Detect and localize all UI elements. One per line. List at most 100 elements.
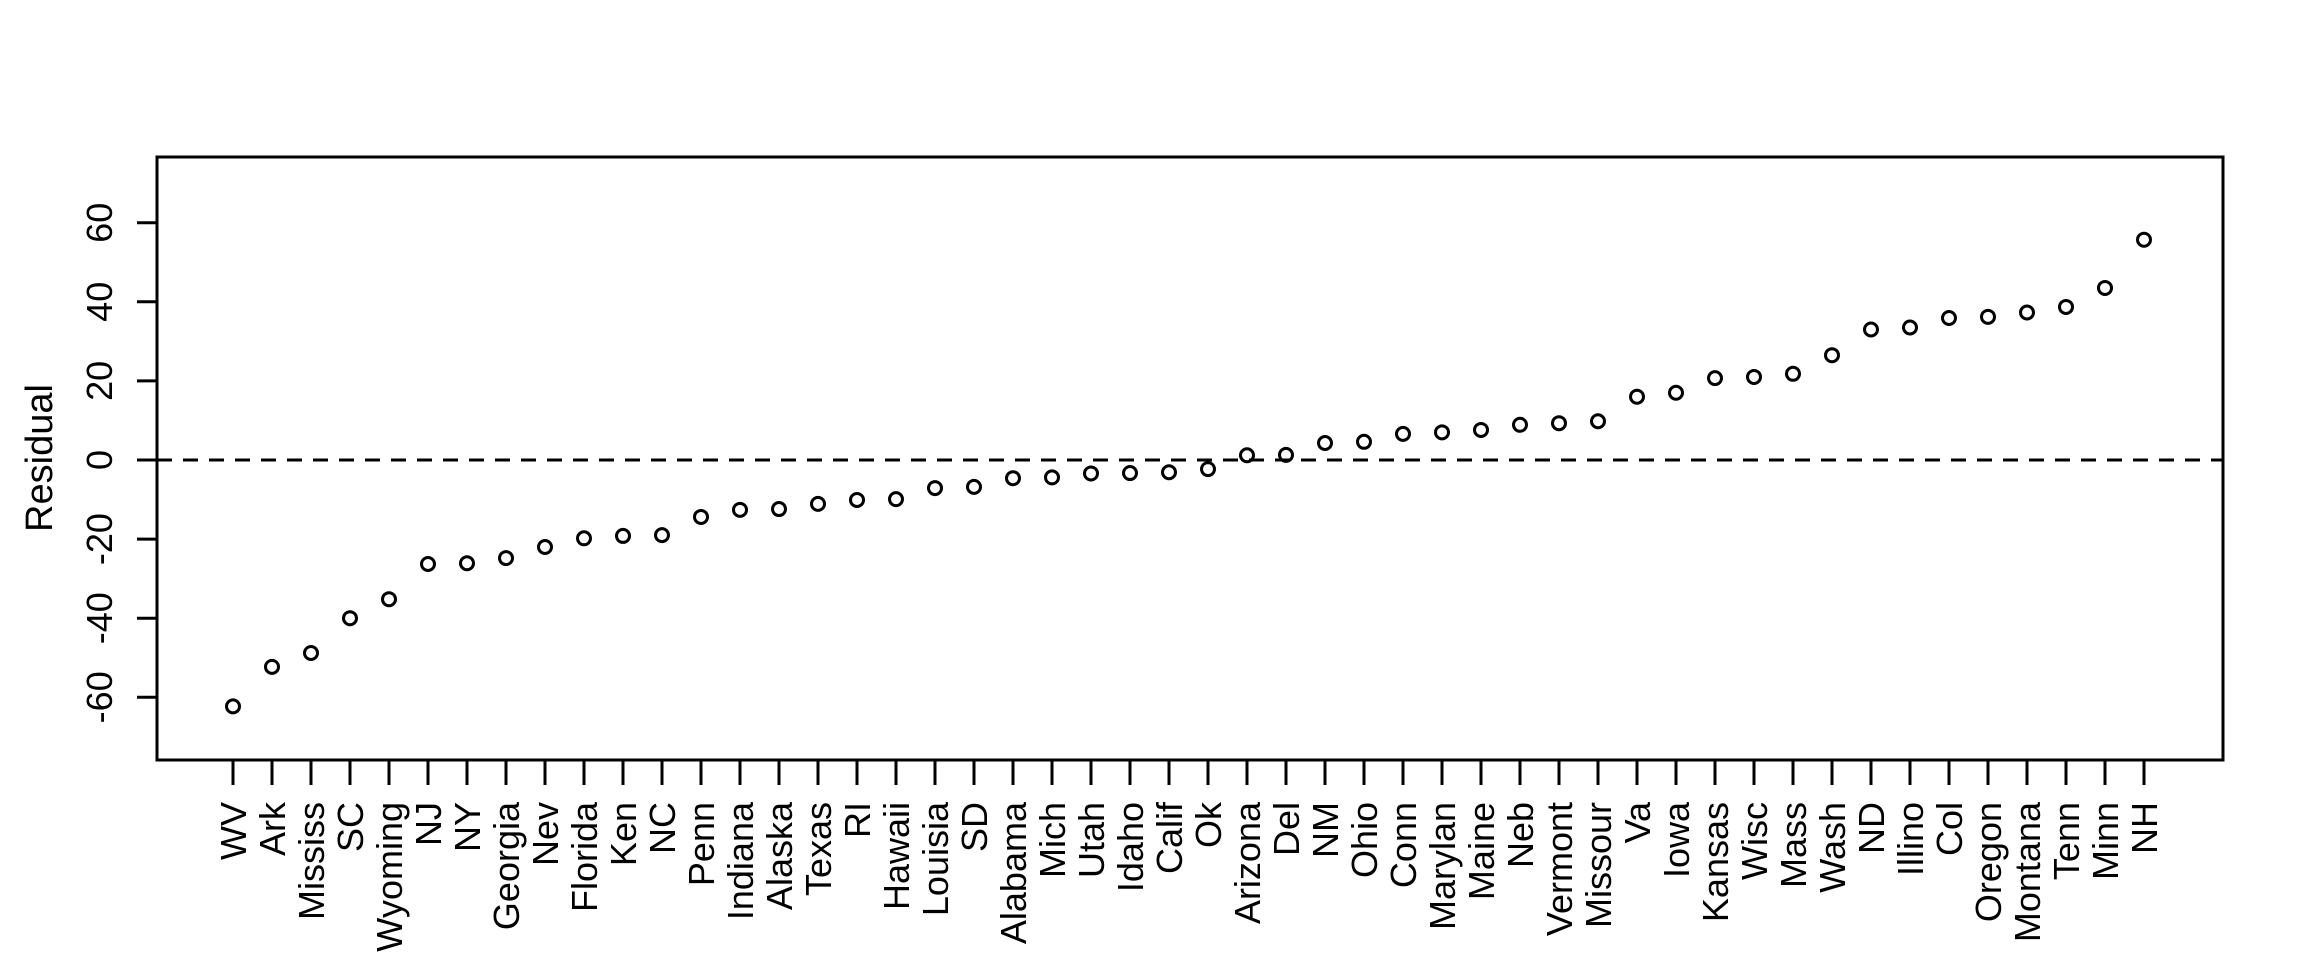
x-axis-tick-label: Indiana bbox=[720, 801, 761, 920]
x-axis-tick-label: Wyoming bbox=[369, 802, 410, 952]
y-axis-tick-label: -60 bbox=[79, 671, 120, 723]
data-point bbox=[1590, 413, 1606, 430]
x-axis-tick-label: Mich bbox=[1032, 802, 1073, 878]
x-axis-tick-label: Va bbox=[1617, 801, 1658, 843]
data-point bbox=[576, 530, 592, 547]
y-axis-tick-label: 60 bbox=[79, 203, 120, 243]
data-point bbox=[420, 556, 436, 573]
y-axis-tick-label: -40 bbox=[79, 592, 120, 644]
data-point bbox=[225, 698, 241, 715]
data-point bbox=[342, 610, 358, 627]
data-point bbox=[1551, 415, 1567, 432]
data-point bbox=[1356, 433, 1372, 450]
x-axis-tick-label: Oregon bbox=[1968, 802, 2009, 922]
data-point bbox=[1668, 384, 1684, 401]
x-axis-tick-label: Ark bbox=[252, 801, 293, 856]
x-axis-tick-label: Georgia bbox=[486, 801, 527, 930]
x-axis-tick-label: Minn bbox=[2085, 802, 2126, 880]
x-axis-tick-label: Vermont bbox=[1539, 802, 1580, 936]
data-point bbox=[1473, 421, 1489, 438]
data-point bbox=[1785, 365, 1801, 382]
x-axis-tick-label: Nev bbox=[525, 802, 566, 866]
x-axis-tick-label: SC bbox=[330, 802, 371, 852]
x-axis-tick-label: NJ bbox=[408, 802, 449, 846]
data-point bbox=[966, 478, 982, 495]
data-point bbox=[888, 491, 904, 508]
x-axis-tick-label: Utah bbox=[1071, 802, 1112, 878]
data-point bbox=[654, 527, 670, 544]
x-axis-tick-label: Arizona bbox=[1227, 801, 1268, 924]
x-axis-tick-label: Penn bbox=[681, 802, 722, 886]
data-point bbox=[1746, 368, 1762, 385]
y-axis-tick-label: 20 bbox=[79, 361, 120, 401]
x-axis-tick-label: Marylan bbox=[1422, 802, 1463, 930]
data-point bbox=[1824, 347, 1840, 364]
x-axis-tick-label: Mississ bbox=[291, 802, 332, 920]
data-point bbox=[264, 658, 280, 675]
x-axis-tick-label: Del bbox=[1266, 802, 1307, 856]
data-point bbox=[1434, 424, 1450, 441]
data-point bbox=[849, 491, 865, 508]
data-point bbox=[1083, 465, 1099, 482]
x-axis-tick-label: Florida bbox=[564, 801, 605, 912]
data-point bbox=[2019, 304, 2035, 321]
data-point bbox=[498, 550, 514, 567]
x-axis-tick-label: Calif bbox=[1149, 801, 1190, 874]
x-axis-tick-label: Neb bbox=[1500, 802, 1541, 868]
x-axis-tick-label: Ohio bbox=[1344, 802, 1385, 878]
x-axis-tick-label: Louisia bbox=[915, 801, 956, 916]
x-axis-tick-label: Ok bbox=[1188, 801, 1229, 848]
x-axis-tick-label: ND bbox=[1851, 802, 1892, 854]
data-point bbox=[1902, 319, 1918, 336]
data-point bbox=[1941, 310, 1957, 327]
y-axis-tick-label: 0 bbox=[79, 450, 120, 470]
x-axis-tick-label: WV bbox=[213, 802, 254, 860]
data-point bbox=[1005, 470, 1021, 487]
x-axis-tick-label: Wisc bbox=[1734, 802, 1775, 880]
data-point bbox=[2097, 279, 2113, 296]
data-point bbox=[927, 480, 943, 497]
x-axis-tick-label: RI bbox=[837, 802, 878, 838]
x-axis-tick-label: Wash bbox=[1812, 802, 1853, 893]
data-point bbox=[459, 555, 475, 572]
x-axis-tick-label: NM bbox=[1305, 802, 1346, 858]
x-axis-tick-label: Illino bbox=[1890, 802, 1931, 876]
y-axis-tick-label: 40 bbox=[79, 282, 120, 322]
x-axis-tick-label: Ken bbox=[603, 802, 644, 866]
data-point bbox=[810, 495, 826, 512]
x-axis-tick-label: Alabama bbox=[993, 801, 1034, 944]
x-axis-tick-label: Idaho bbox=[1110, 802, 1151, 892]
x-axis-tick-label: NC bbox=[642, 802, 683, 854]
data-point bbox=[771, 501, 787, 518]
data-point bbox=[1512, 416, 1528, 433]
data-point bbox=[1980, 308, 1996, 325]
data-point bbox=[1239, 447, 1255, 464]
x-axis-tick-label: Maine bbox=[1461, 802, 1502, 900]
x-axis-tick-label: Mass bbox=[1773, 802, 1814, 888]
data-point bbox=[381, 591, 397, 608]
x-axis-tick-label: Iowa bbox=[1656, 801, 1697, 878]
data-point bbox=[1161, 464, 1177, 481]
data-point bbox=[1044, 469, 1060, 486]
y-axis-tick-label: -20 bbox=[79, 513, 120, 565]
data-point bbox=[1707, 370, 1723, 387]
data-point bbox=[303, 645, 319, 662]
x-axis-tick-label: Conn bbox=[1383, 802, 1424, 888]
x-axis-tick-label: Missour bbox=[1578, 802, 1619, 928]
x-axis-tick-label: NY bbox=[447, 802, 488, 852]
data-point bbox=[1629, 388, 1645, 405]
data-point bbox=[1200, 461, 1216, 478]
data-point bbox=[1863, 321, 1879, 338]
x-axis-tick-label: Kansas bbox=[1695, 802, 1736, 922]
x-axis-tick-label: Col bbox=[1929, 802, 1970, 856]
data-point bbox=[1317, 434, 1333, 451]
data-point bbox=[2136, 231, 2152, 248]
y-axis-title: Residual bbox=[19, 384, 61, 532]
data-point bbox=[2058, 298, 2074, 315]
x-axis-tick-label: Hawaii bbox=[876, 802, 917, 910]
data-point bbox=[693, 508, 709, 525]
data-point bbox=[537, 539, 553, 556]
x-axis-tick-label: NH bbox=[2124, 802, 2165, 854]
data-point bbox=[1122, 465, 1138, 482]
